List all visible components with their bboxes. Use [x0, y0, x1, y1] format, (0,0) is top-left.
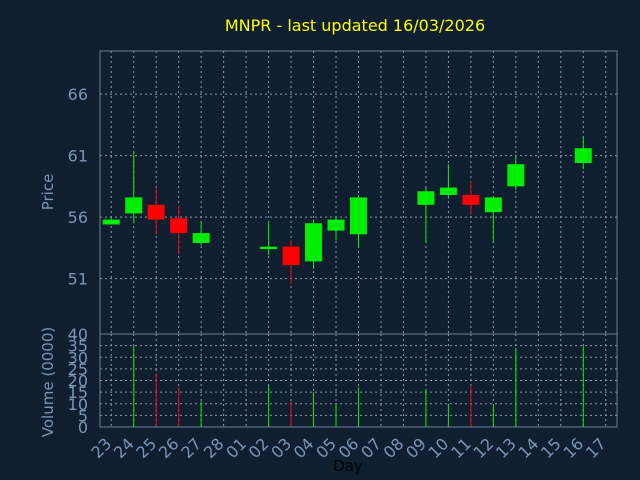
volume-tick-label: 40: [68, 325, 88, 344]
price-tick-label: 61: [68, 147, 88, 166]
volume-axis-label: Volume (0000): [39, 327, 57, 437]
candle-body: [417, 191, 435, 205]
candle-body: [282, 246, 300, 266]
candle-body: [147, 204, 165, 220]
candle-body: [439, 187, 457, 195]
price-tick-label: 66: [68, 85, 88, 104]
candle-body: [305, 223, 323, 262]
candle-body: [574, 148, 592, 163]
volume-tick-label: 20: [68, 372, 88, 391]
candle-body: [462, 194, 480, 205]
volume-tick-label: 0: [78, 418, 88, 437]
x-tick-label: 17: [582, 434, 610, 462]
price-tick-label: 56: [68, 208, 88, 227]
volume-tick-label: 25: [68, 360, 88, 379]
volume-tick-label: 35: [68, 337, 88, 356]
price-axis-label: Price: [39, 174, 57, 211]
volume-grid: [100, 334, 617, 427]
candle-body: [125, 197, 143, 214]
price-panel: 51 56 61 66 Price: [39, 50, 618, 335]
candle-body: [192, 233, 210, 243]
price-grid: [100, 51, 617, 334]
price-candles: [102, 137, 592, 284]
candle-body: [350, 197, 367, 235]
chart-title: MNPR - last updated 16/03/2026: [225, 16, 485, 35]
volume-plot-frame: [99, 333, 618, 428]
candle-body: [102, 219, 120, 225]
volume-tick-label: 30: [68, 348, 88, 367]
candle-body: [260, 246, 278, 250]
volume-bars: [133, 345, 584, 427]
volume-tick-label: 5: [78, 406, 88, 425]
candle-body: [170, 218, 188, 234]
candle-body: [484, 197, 502, 213]
price-y-ticks: 51 56 61 66: [68, 85, 88, 289]
candle-body: [507, 164, 525, 187]
volume-tick-label: 15: [68, 383, 88, 402]
candle-body: [327, 219, 345, 231]
x-axis-label: Day: [333, 457, 363, 475]
price-tick-label: 51: [68, 270, 88, 289]
volume-tick-label: 10: [68, 395, 88, 414]
